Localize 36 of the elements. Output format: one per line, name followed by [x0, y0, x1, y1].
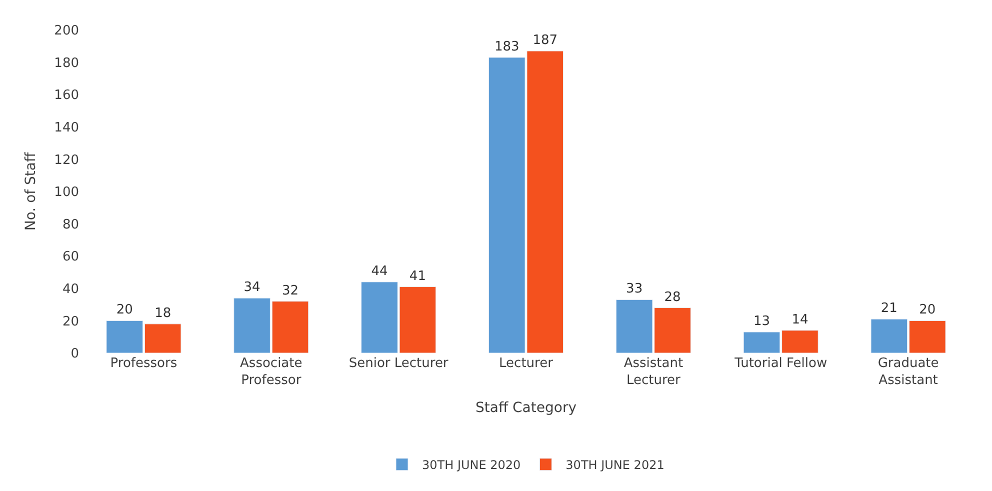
x-tick-label: Senior Lecturer [348, 356, 449, 371]
data-label: 183 [494, 39, 520, 54]
y-tick-label: 160 [54, 88, 79, 104]
data-label: 41 [409, 268, 426, 284]
y-tick-label: 200 [54, 24, 79, 39]
y-tick-label: 20 [62, 314, 79, 330]
x-tick-label: Tutorial Fellow [734, 356, 828, 371]
data-label: 187 [532, 33, 558, 48]
data-label: 18 [154, 306, 172, 321]
data-label: 14 [792, 312, 808, 328]
y-tick-label: 60 [62, 250, 79, 265]
x-axis-title: Staff Category [475, 400, 577, 416]
data-label: 28 [664, 290, 681, 305]
data-label: 20 [116, 302, 133, 318]
y-tick-label: 80 [62, 217, 79, 232]
y-tick-label: 140 [54, 120, 79, 136]
x-tick-label: Professors [110, 356, 178, 371]
y-tick-label: 0 [70, 346, 79, 362]
x-tick-label: Lecturer [499, 356, 554, 371]
y-tick-label: 40 [62, 282, 79, 297]
y-axis-title: No. of Staff [22, 152, 39, 231]
x-tick-label: Associate Professor [240, 356, 302, 388]
x-tick-label: Assistant Lecturer [624, 356, 684, 388]
y-tick-label: 120 [54, 152, 79, 168]
data-label: 34 [244, 280, 260, 296]
data-label: 44 [371, 264, 388, 279]
legend-label: 30TH JUNE 2020 [422, 458, 521, 472]
x-tick-label: Graduate Assistant [878, 356, 939, 388]
legend-label: 30TH JUNE 2021 [566, 458, 664, 472]
data-label: 21 [880, 301, 898, 316]
y-tick-label: 180 [54, 56, 79, 71]
data-label: 20 [919, 302, 936, 318]
data-label: 13 [753, 314, 770, 330]
y-tick-label: 100 [54, 185, 79, 200]
data-label: 32 [282, 283, 299, 298]
data-label: 33 [626, 282, 643, 297]
